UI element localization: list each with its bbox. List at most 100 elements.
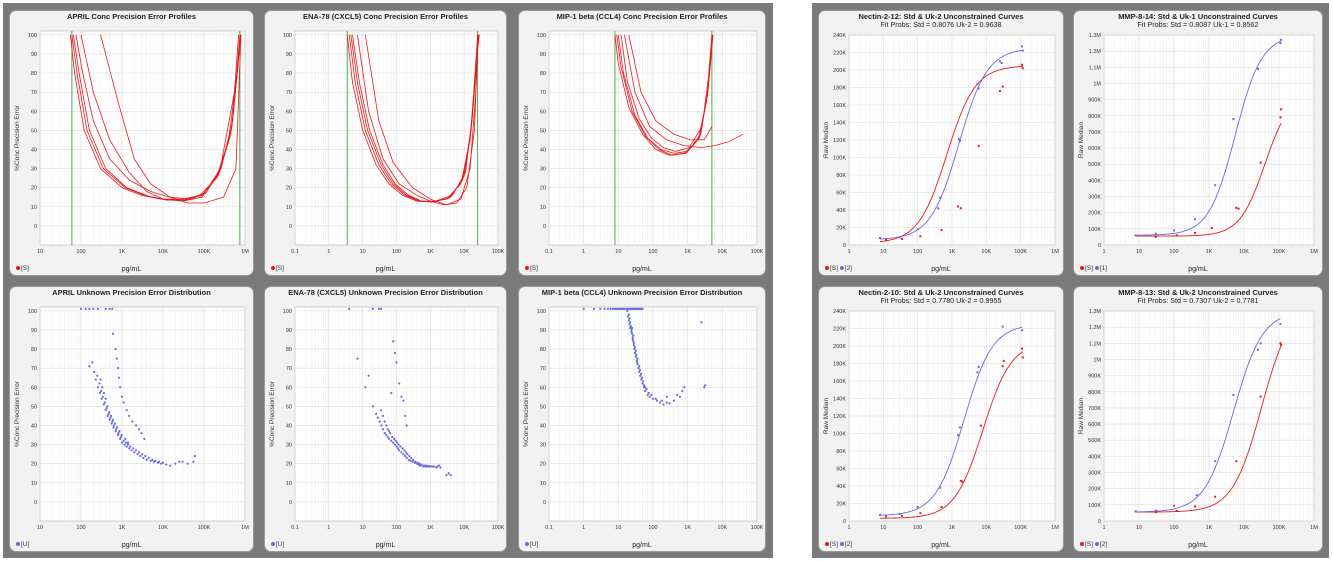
data-point (401, 447, 404, 450)
y-tick-label: 0 (543, 224, 546, 230)
data-point (676, 393, 679, 396)
data-point (79, 307, 83, 311)
data-point (632, 342, 635, 345)
data-point (447, 472, 450, 475)
data-point (144, 454, 147, 458)
plot-svg: 1 10 100 1K 10K 100K 1M 0 20K 40K 60K 80K 100K 120K 14… (823, 33, 1059, 255)
y-tick-label: 300K (1088, 471, 1101, 477)
legend-marker (271, 542, 275, 547)
y-tick-label: 220K (833, 327, 846, 333)
chart-title: Nectin-2-12: Std & Uk-2 Unconstrained Cu… (858, 12, 1024, 21)
fit-curve (1135, 345, 1282, 513)
y-tick-label: 100 (28, 309, 37, 315)
y-tick-label: 40K (836, 208, 846, 214)
chart-subtitle: Fit Probs: Std = 0.8087 Uk-1 = 0.8562 (1137, 20, 1259, 29)
data-point (626, 307, 630, 311)
profile-curve (72, 34, 241, 201)
data-point (426, 464, 430, 468)
data-point (109, 414, 113, 418)
data-point (611, 307, 615, 311)
y-tick-label: 1.3M (1089, 309, 1102, 315)
legend-label: [2] (1099, 541, 1107, 548)
data-point (140, 432, 143, 435)
data-point (634, 355, 637, 358)
data-point (644, 386, 647, 389)
y-tick-label: 60 (286, 385, 292, 391)
data-point (142, 456, 145, 460)
data-point (1001, 325, 1004, 328)
y-tick-label: 20 (31, 186, 37, 192)
data-point (402, 399, 405, 402)
chart-legend: [S] [1] (1080, 265, 1107, 272)
data-point (96, 386, 100, 389)
y-tick-label: 80K (836, 173, 846, 179)
y-tick-label: 90 (286, 328, 292, 334)
legend-label: [2] (844, 265, 852, 272)
data-point (1256, 348, 1259, 351)
y-tick-label: 50 (540, 128, 546, 134)
x-tick-label: 100K (492, 249, 505, 255)
x-tick-label: 0.1 (545, 525, 553, 531)
x-tick-label: 1K (427, 525, 434, 531)
data-point (409, 456, 413, 460)
data-point (628, 317, 631, 320)
data-point (642, 380, 645, 383)
data-point (633, 346, 636, 349)
data-point (445, 474, 448, 477)
data-point (111, 420, 114, 423)
fit-curve (1135, 122, 1282, 237)
y-tick-label: 20 (31, 462, 37, 468)
data-point (939, 486, 942, 489)
data-point (901, 237, 904, 240)
profile-curve (624, 34, 744, 148)
data-point (367, 374, 370, 377)
data-point (650, 393, 653, 396)
data-point (1232, 394, 1235, 396)
data-point (169, 464, 172, 467)
x-tick-label: 1K (119, 525, 126, 531)
data-point (193, 454, 197, 458)
x-tick-label: 100K (1014, 525, 1027, 531)
data-point (641, 307, 644, 311)
data-point (124, 441, 128, 444)
data-point (99, 378, 102, 381)
data-point (647, 391, 650, 395)
y-tick-label: 100 (537, 33, 546, 39)
data-point (628, 323, 631, 326)
y-tick-label: 10 (286, 481, 292, 487)
data-point (104, 307, 107, 311)
data-point (976, 371, 979, 374)
legend-marker (1080, 266, 1084, 271)
legend-label: [S] (530, 265, 538, 272)
x-axis-label: pg/mL (632, 542, 652, 549)
data-point (409, 459, 412, 462)
data-point (1279, 342, 1282, 345)
data-point (377, 307, 380, 311)
data-point (683, 386, 686, 389)
y-tick-label: 60 (540, 109, 546, 115)
data-point (1175, 234, 1178, 237)
y-tick-label: 60 (31, 385, 37, 391)
data-point (958, 139, 961, 142)
x-axis-label: pg/mL (375, 542, 396, 549)
x-tick-label: 100 (76, 249, 85, 255)
data-point (112, 426, 115, 429)
data-point (133, 451, 136, 454)
data-point (1235, 206, 1238, 209)
data-point (149, 459, 152, 462)
data-point (629, 326, 632, 330)
data-point (165, 463, 168, 466)
x-tick-label: 10K (981, 525, 991, 531)
x-tick-label: 1K (427, 249, 434, 255)
y-tick-label: 10 (31, 481, 37, 487)
y-tick-label: 20 (286, 186, 292, 192)
x-axis-label: pg/mL (375, 266, 396, 273)
data-point (404, 414, 407, 418)
data-point (400, 395, 403, 398)
y-tick-label: 200K (833, 344, 846, 350)
y-tick-label: 10 (286, 205, 292, 211)
data-point (1194, 218, 1197, 221)
y-tick-label: 0 (1098, 519, 1101, 525)
x-tick-label: 100 (1169, 525, 1178, 531)
chart-panel-5: ENA-78 (CXCL5) Unknown Precision Error D… (264, 286, 507, 552)
